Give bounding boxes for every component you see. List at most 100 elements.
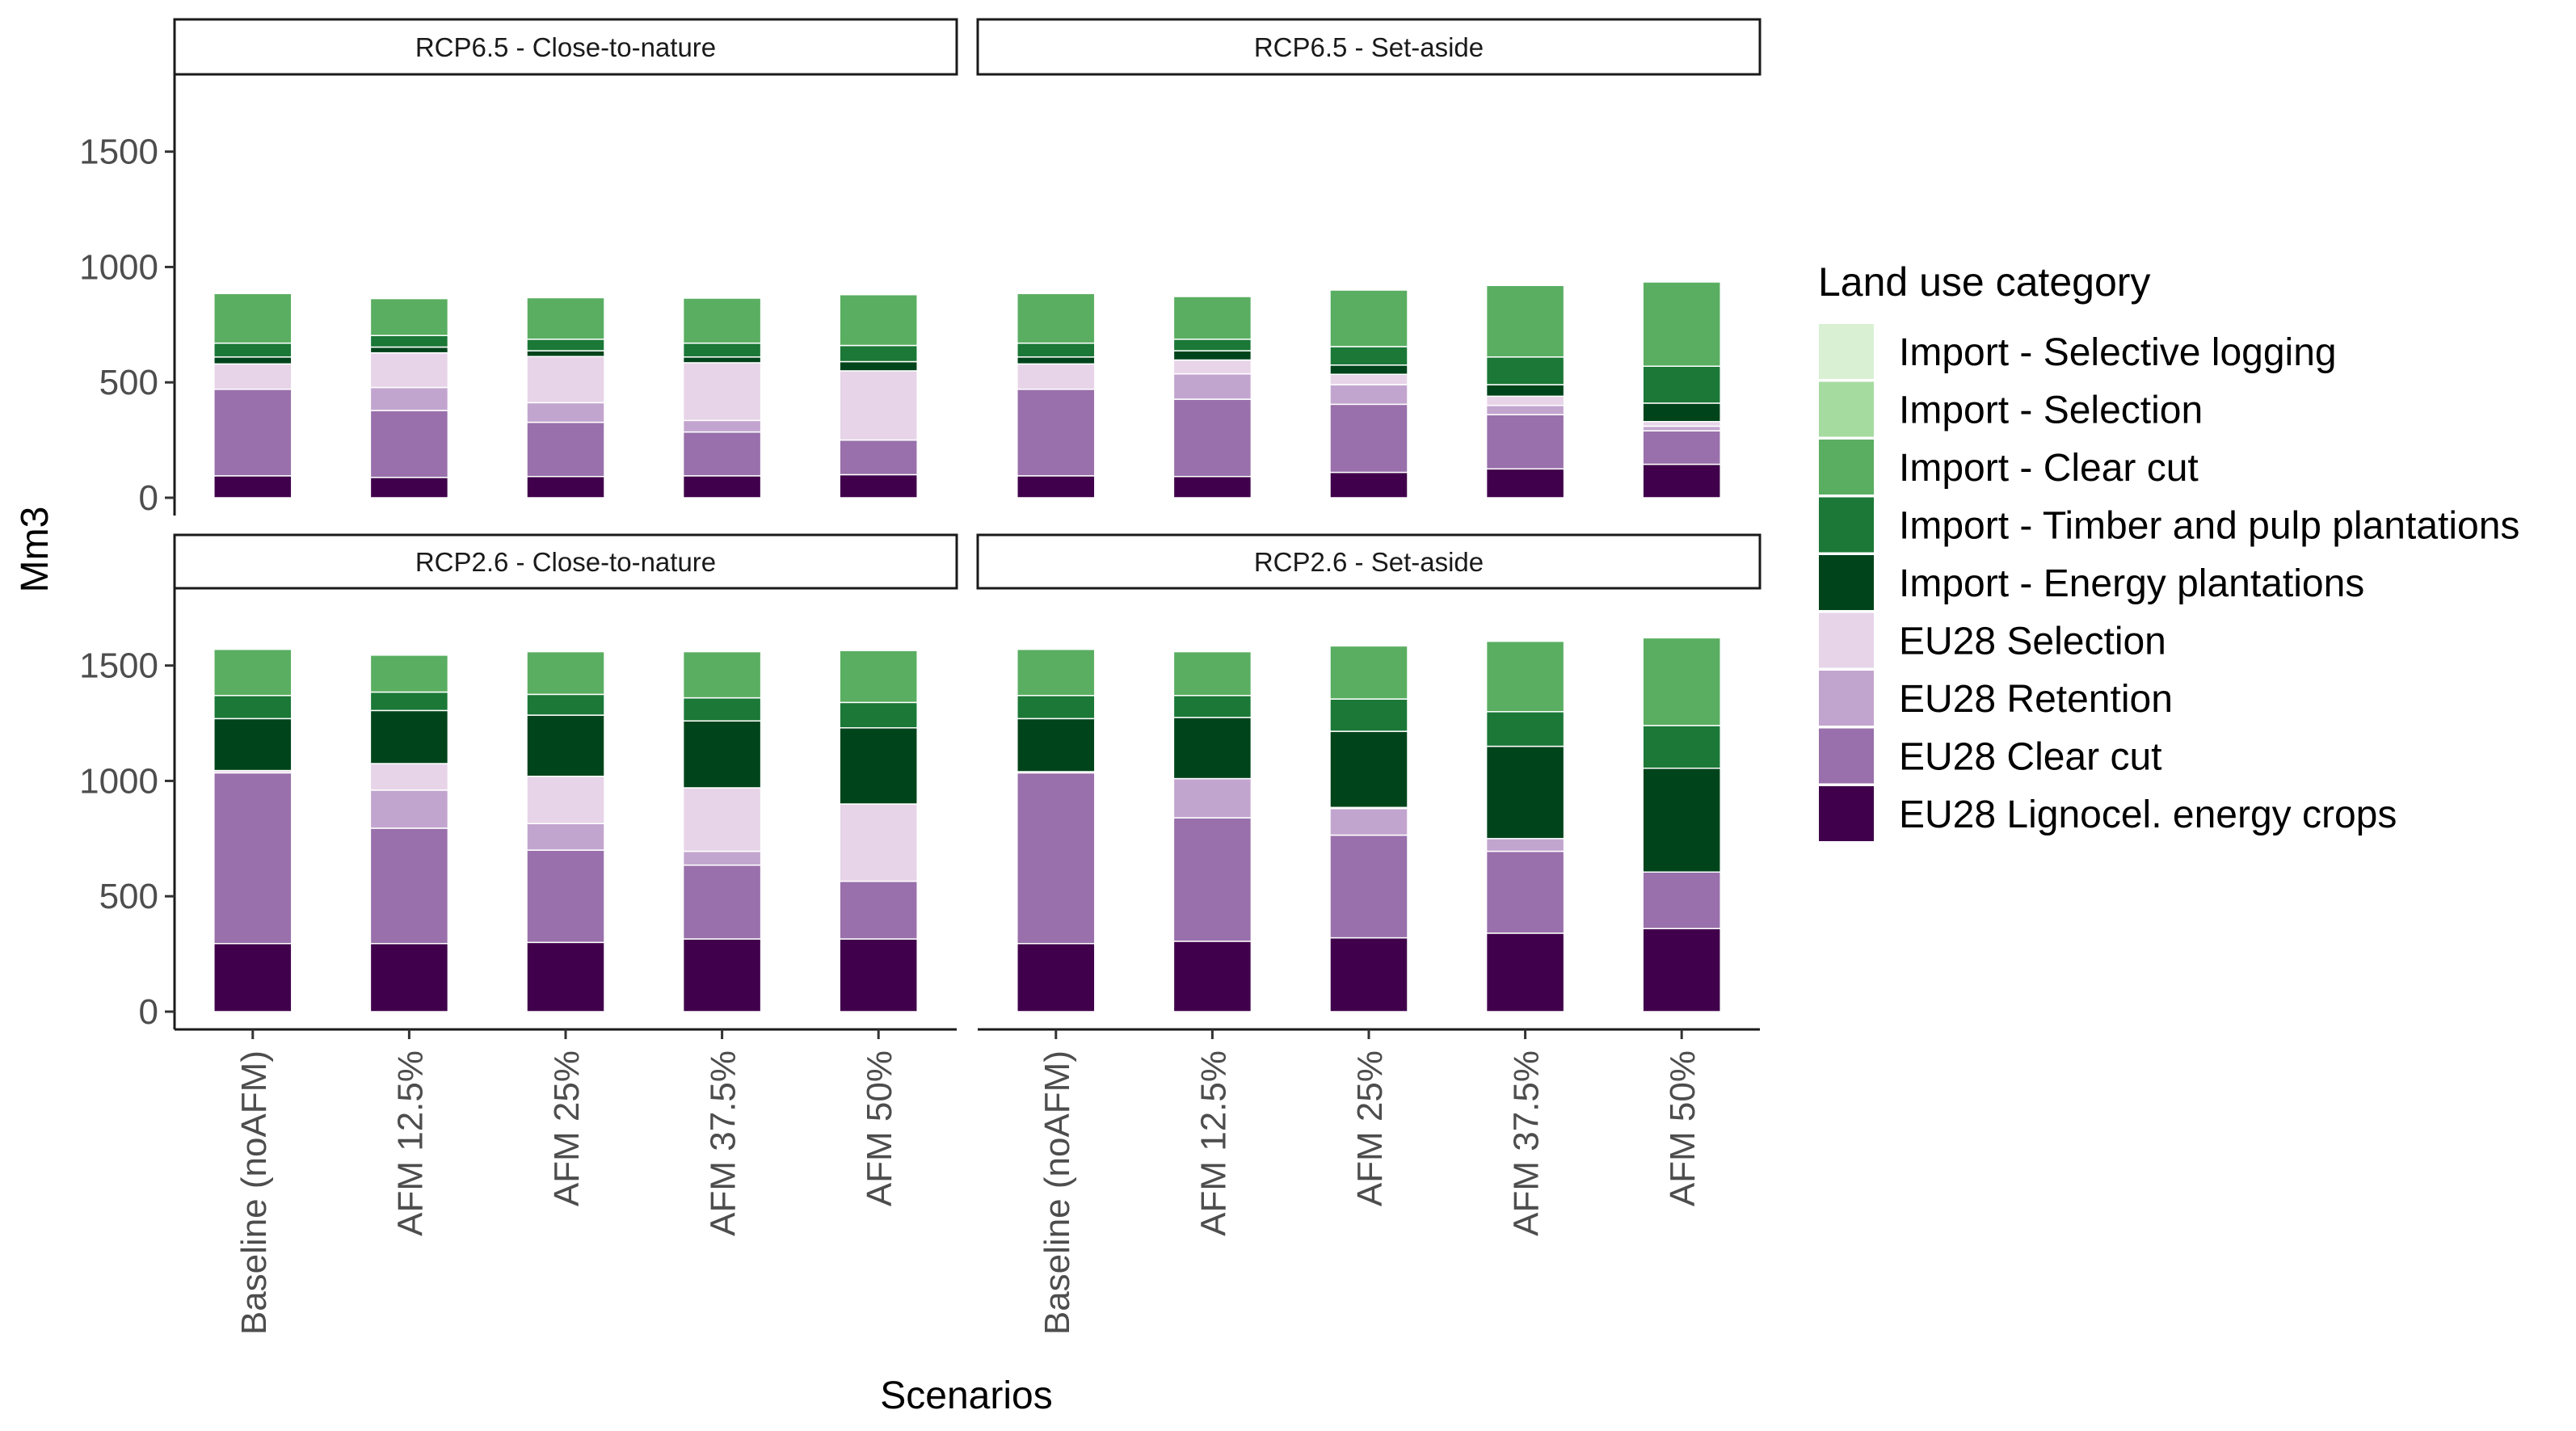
bar-segment-import-timber-and-pulp-plantations <box>1017 342 1096 358</box>
panel-rcp6-5-set-aside: RCP6.5 - Set-aside <box>976 18 1762 499</box>
bar-segment-import-energy-plantations <box>682 720 762 789</box>
bar-segment-eu28-selection <box>1642 421 1721 427</box>
x-tick-label: AFM 25% <box>1350 1050 1390 1206</box>
bar-segment-import-clear-cut <box>526 297 605 340</box>
bar-segment-eu28-selection <box>839 803 918 882</box>
bar-segment-import-clear-cut <box>1485 284 1565 358</box>
bar-segment-eu28-lignocel-energy-crops <box>213 475 293 499</box>
bar-segment-import-timber-and-pulp-plantations <box>682 342 762 358</box>
y-tick-label: 1000 <box>79 247 158 287</box>
bar-segment-import-timber-and-pulp-plantations <box>213 695 293 720</box>
bar-segment-import-timber-and-pulp-plantations <box>369 691 449 712</box>
legend-label: EU28 Clear cut <box>1899 736 2161 779</box>
bar-segment-eu28-lignocel-energy-crops <box>369 477 449 499</box>
legend-swatch <box>1817 495 1875 554</box>
legend-item-import-timber-and-pulp-plantations: Import - Timber and pulp plantations <box>1817 495 2519 554</box>
bar-segment-eu28-clear-cut <box>526 849 605 944</box>
bar-segment-import-timber-and-pulp-plantations <box>682 697 762 722</box>
legend-item-import-clear-cut: Import - Clear cut <box>1817 438 2199 496</box>
bar-segment-import-energy-plantations <box>1172 717 1252 780</box>
bar-segment-eu28-retention <box>1329 807 1408 836</box>
bar-segment-import-clear-cut <box>1642 637 1721 726</box>
bar-segment-import-energy-plantations <box>1017 718 1096 772</box>
bar-segment-eu28-clear-cut <box>1642 430 1721 465</box>
bar-segment-import-timber-and-pulp-plantations <box>1329 346 1408 366</box>
bar-segment-eu28-clear-cut <box>1172 398 1252 478</box>
bar-segment-eu28-retention <box>526 823 605 851</box>
bar-segment-eu28-retention <box>1172 372 1252 400</box>
bar-segment-eu28-clear-cut <box>213 389 293 477</box>
bar-segment-import-clear-cut <box>1642 281 1721 367</box>
bar-segment-eu28-lignocel-energy-crops <box>1017 475 1096 499</box>
bar-segment-eu28-retention <box>369 386 449 411</box>
bar-segment-import-energy-plantations <box>526 714 605 777</box>
bar-segment-import-energy-plantations <box>369 346 449 354</box>
bar-segment-import-clear-cut <box>682 650 762 699</box>
bar-segment-eu28-lignocel-energy-crops <box>1172 941 1252 1012</box>
bar-segment-eu28-selection <box>369 351 449 389</box>
bar-segment-eu28-selection <box>1329 373 1408 385</box>
legend-label: Import - Timber and pulp plantations <box>1899 505 2519 548</box>
x-tick-label: AFM 37.5% <box>704 1050 743 1236</box>
bar-segment-import-clear-cut <box>1017 293 1096 344</box>
bar-segment-import-clear-cut <box>1017 648 1096 697</box>
bar-segment-import-energy-plantations <box>369 709 449 764</box>
y-tick-label: 0 <box>139 992 158 1032</box>
bar-segment-eu28-clear-cut <box>682 864 762 940</box>
panel-strip-label: RCP6.5 - Close-to-nature <box>415 32 716 62</box>
legend-swatch <box>1817 785 1875 843</box>
bar-segment-import-clear-cut <box>1172 296 1252 340</box>
bar-segment-eu28-clear-cut <box>1017 772 1096 945</box>
bar-segment-eu28-retention <box>369 789 449 829</box>
bar-segment-eu28-lignocel-energy-crops <box>682 475 762 499</box>
bar-segment-eu28-selection <box>213 363 293 390</box>
legend-label: EU28 Retention <box>1899 678 2173 721</box>
legend-item-import-energy-plantations: Import - Energy plantations <box>1817 553 2364 612</box>
panel-strip-label: RCP2.6 - Close-to-nature <box>415 547 716 577</box>
bar-segment-eu28-selection <box>682 362 762 422</box>
bar-segment-import-clear-cut <box>839 293 918 347</box>
bar-segment-import-energy-plantations <box>1017 356 1096 365</box>
bar-segment-eu28-retention <box>1485 405 1565 415</box>
legend-swatch <box>1817 611 1875 670</box>
bar-segment-eu28-selection <box>682 787 762 852</box>
bar-segment-import-timber-and-pulp-plantations <box>1485 711 1565 747</box>
bar-segment-import-energy-plantations <box>1642 402 1721 423</box>
bar-segment-eu28-lignocel-energy-crops <box>526 941 605 1012</box>
bar-segment-eu28-clear-cut <box>682 431 762 477</box>
legend: Land use category Import - Selective log… <box>1817 259 2519 843</box>
bar-segment-eu28-lignocel-energy-crops <box>682 938 762 1012</box>
bar-segment-eu28-clear-cut <box>369 410 449 478</box>
panel-strip-label: RCP2.6 - Set-aside <box>1254 547 1484 577</box>
bar-segment-import-timber-and-pulp-plantations <box>1642 725 1721 769</box>
bar-segment-eu28-selection <box>1172 359 1252 375</box>
bar-segment-eu28-selection <box>526 356 605 404</box>
bar-segment-import-clear-cut <box>526 650 605 696</box>
x-axis-title: Scenarios <box>880 1374 1052 1417</box>
bar-segment-eu28-lignocel-energy-crops <box>839 473 918 499</box>
bar-segment-eu28-clear-cut <box>1329 403 1408 473</box>
bar-segment-eu28-clear-cut <box>839 880 918 940</box>
bar-segment-eu28-clear-cut <box>213 772 293 945</box>
legend-item-import-selective-logging: Import - Selective logging <box>1817 322 2337 381</box>
bar-segment-eu28-retention <box>1329 384 1408 406</box>
panel-strip <box>173 18 958 76</box>
bar-segment-eu28-lignocel-energy-crops <box>1329 471 1408 499</box>
legend-item-eu28-retention: EU28 Retention <box>1817 669 2173 727</box>
chart-panels: RCP6.5 - Close-to-nature050010001500RCP6… <box>79 18 1762 1335</box>
bar-segment-eu28-clear-cut <box>526 421 605 478</box>
legend-swatch <box>1817 438 1875 496</box>
bar-segment-import-timber-and-pulp-plantations <box>526 693 605 716</box>
y-tick-label: 1500 <box>79 646 158 686</box>
bar-segment-import-clear-cut <box>1485 640 1565 713</box>
bar-segment-eu28-retention <box>682 850 762 866</box>
bar-segment-eu28-selection <box>1485 395 1565 406</box>
bar-segment-import-clear-cut <box>213 648 293 697</box>
bar-segment-import-energy-plantations <box>1329 730 1408 809</box>
panel-strip-label: RCP6.5 - Set-aside <box>1254 32 1484 62</box>
bar-segment-import-clear-cut <box>369 654 449 693</box>
bar-segment-import-timber-and-pulp-plantations <box>1642 365 1721 404</box>
legend-label: EU28 Lignocel. energy crops <box>1899 793 2397 836</box>
legend-title: Land use category <box>1818 259 2150 305</box>
